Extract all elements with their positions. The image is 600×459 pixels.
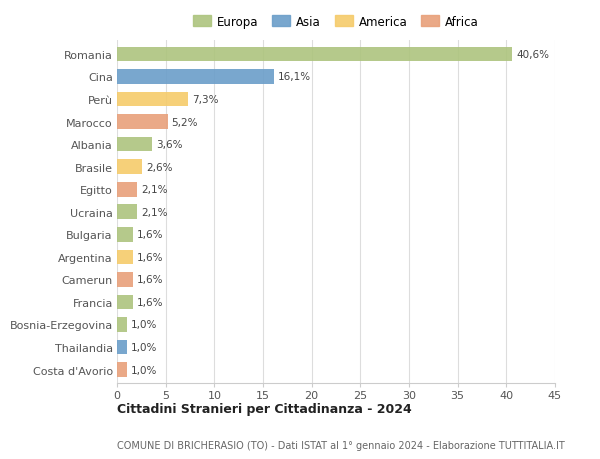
Text: 3,6%: 3,6%: [156, 140, 182, 150]
Bar: [117, 205, 137, 219]
Legend: Europa, Asia, America, Africa: Europa, Asia, America, Africa: [190, 12, 482, 32]
Bar: [117, 295, 133, 309]
Text: 5,2%: 5,2%: [172, 118, 198, 127]
Bar: [117, 363, 127, 377]
Text: 1,6%: 1,6%: [136, 297, 163, 307]
Bar: [117, 70, 274, 84]
Text: 1,0%: 1,0%: [131, 342, 157, 352]
Bar: [117, 250, 133, 264]
Text: COMUNE DI BRICHERASIO (TO) - Dati ISTAT al 1° gennaio 2024 - Elaborazione TUTTIT: COMUNE DI BRICHERASIO (TO) - Dati ISTAT …: [117, 440, 565, 450]
Bar: [117, 183, 137, 197]
Text: Cittadini Stranieri per Cittadinanza - 2024: Cittadini Stranieri per Cittadinanza - 2…: [117, 403, 412, 415]
Text: 1,0%: 1,0%: [131, 320, 157, 330]
Text: 40,6%: 40,6%: [516, 50, 549, 60]
Text: 7,3%: 7,3%: [192, 95, 218, 105]
Text: 1,0%: 1,0%: [131, 365, 157, 375]
Bar: [117, 93, 188, 107]
Text: 2,1%: 2,1%: [142, 207, 168, 217]
Bar: [117, 228, 133, 242]
Bar: [117, 115, 167, 129]
Bar: [117, 160, 142, 174]
Text: 2,6%: 2,6%: [146, 162, 173, 172]
Text: 1,6%: 1,6%: [136, 230, 163, 240]
Bar: [117, 340, 127, 355]
Text: 2,1%: 2,1%: [142, 185, 168, 195]
Bar: [117, 47, 512, 62]
Bar: [117, 318, 127, 332]
Bar: [117, 138, 152, 152]
Text: 1,6%: 1,6%: [136, 275, 163, 285]
Text: 1,6%: 1,6%: [136, 252, 163, 262]
Text: 16,1%: 16,1%: [278, 73, 311, 82]
Bar: [117, 273, 133, 287]
